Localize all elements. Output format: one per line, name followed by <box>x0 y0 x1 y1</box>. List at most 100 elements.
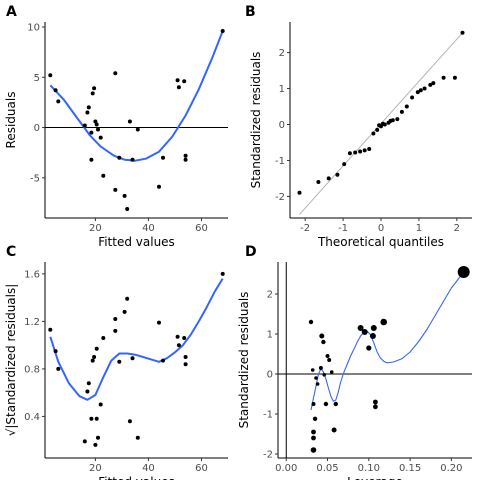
data-point <box>298 191 302 195</box>
data-point <box>123 310 127 314</box>
data-point <box>113 71 117 75</box>
data-point <box>327 176 331 180</box>
data-point <box>95 347 99 351</box>
data-point <box>87 381 91 385</box>
panel-C: 20 40 60 0.4 0.8 1.2 1.6 Fitted values √|Standar… <box>4 244 228 480</box>
x-tick-label: 0.05 <box>316 463 338 474</box>
data-point <box>316 180 320 184</box>
data-point <box>96 128 100 132</box>
y-tick-label: 5 <box>34 73 40 84</box>
data-point <box>370 333 376 339</box>
data-point <box>182 79 186 83</box>
data-point <box>101 174 105 178</box>
y-tick-label: 0 <box>34 123 40 134</box>
data-point <box>48 328 52 332</box>
y-axis-title: Residuals <box>4 92 18 149</box>
data-point <box>362 329 368 335</box>
x-axis-title: Theoretical quantiles <box>317 235 444 249</box>
data-point <box>410 96 414 100</box>
data-point <box>373 400 378 405</box>
data-point <box>113 188 117 192</box>
y-axis-title: √|Standardized residuals| <box>4 284 18 437</box>
data-point <box>161 156 165 160</box>
data-point <box>327 358 331 362</box>
data-point <box>56 99 60 103</box>
data-point <box>348 151 352 155</box>
data-point <box>458 266 470 278</box>
data-point <box>91 91 95 95</box>
data-point <box>117 156 121 160</box>
x-tick-label: 1 <box>416 223 422 234</box>
data-point <box>83 124 87 128</box>
data-point <box>342 162 346 166</box>
data-point <box>87 105 91 109</box>
data-point <box>395 117 399 121</box>
y-tick-label: -2 <box>275 192 285 203</box>
plot-area-A <box>45 29 228 211</box>
data-point <box>311 430 316 435</box>
plot-area-C <box>48 272 224 447</box>
x-tick-label: 20 <box>89 463 102 474</box>
data-point <box>371 325 377 331</box>
x-tick-label: 0.15 <box>399 463 421 474</box>
data-point <box>419 88 423 92</box>
y-tick-label: -2 <box>263 450 273 461</box>
data-point <box>92 86 96 90</box>
data-point <box>161 359 165 363</box>
data-point <box>131 158 135 162</box>
y-tick-label: 0 <box>279 120 285 131</box>
data-point <box>221 272 225 276</box>
y-tick-label: -1 <box>263 410 273 421</box>
data-point <box>184 362 188 366</box>
y-tick-label: 1.6 <box>24 269 40 280</box>
data-point <box>358 150 362 154</box>
y-tick-label: 10 <box>27 23 40 34</box>
data-point <box>311 436 316 441</box>
y-tick-label: -1 <box>275 156 285 167</box>
data-point <box>123 194 127 198</box>
data-point <box>405 105 409 109</box>
data-point <box>131 356 135 360</box>
data-point <box>367 147 371 151</box>
panel-label: A <box>6 4 17 20</box>
x-axis-title: Fitted values <box>98 475 175 480</box>
data-point <box>322 373 326 377</box>
data-point <box>83 439 87 443</box>
y-tick-label: 2 <box>279 48 285 59</box>
data-point <box>326 354 330 358</box>
data-point <box>324 402 328 406</box>
panel-D: 0.00 0.05 0.10 0.15 0.20 -2 -1 0 1 2 Leverage Stand… <box>237 244 472 480</box>
x-tick-label: -1 <box>338 223 348 234</box>
data-point <box>48 73 52 77</box>
data-point <box>113 329 117 333</box>
data-point <box>92 355 96 359</box>
smooth-curve <box>50 279 222 400</box>
data-point <box>377 123 381 127</box>
data-point <box>313 417 317 421</box>
data-point <box>89 158 93 162</box>
data-point <box>400 110 404 114</box>
data-point <box>54 88 58 92</box>
x-tick-label: 0.10 <box>358 463 380 474</box>
data-point <box>353 151 357 155</box>
data-point <box>95 123 99 127</box>
data-point <box>93 443 97 447</box>
data-point <box>56 367 60 371</box>
data-point <box>54 349 58 353</box>
data-point <box>442 76 446 80</box>
x-axis-title: Fitted values <box>98 235 175 249</box>
y-axis-title: Standardized residuals <box>237 292 251 429</box>
x-tick-label: 40 <box>142 223 155 234</box>
y-tick-label: 1.2 <box>24 317 40 328</box>
y-tick-label: 0 <box>267 370 273 381</box>
x-tick-label: 0.20 <box>440 463 462 474</box>
data-point <box>319 334 324 339</box>
data-point <box>182 336 186 340</box>
data-point <box>96 436 100 440</box>
data-point <box>157 321 161 325</box>
x-tick-label: 60 <box>195 463 208 474</box>
plot-area-D <box>278 262 472 458</box>
panel-label: C <box>6 244 16 260</box>
data-point <box>381 122 385 126</box>
data-point <box>389 119 393 123</box>
